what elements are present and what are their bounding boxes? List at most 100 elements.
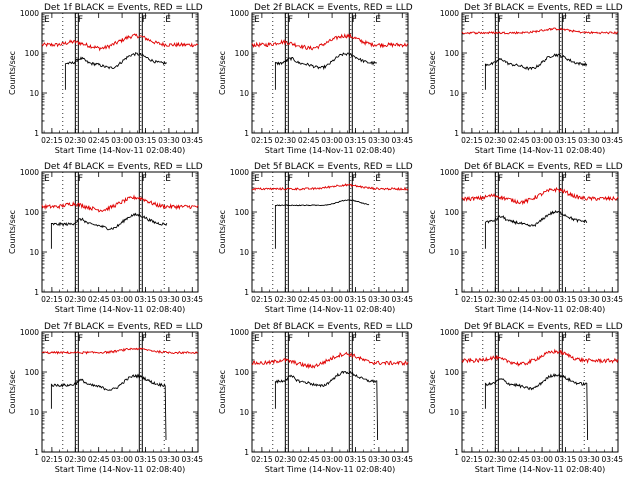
x-tick-label: 03:45	[181, 455, 203, 464]
detector-panel-6: Det 6f BLACK = Events, RED = LLD 1 10 100 10…	[428, 162, 623, 314]
x-tick-label: 03:45	[601, 136, 623, 145]
y-tick-label: 100	[25, 49, 40, 58]
attenuator-label: E	[44, 15, 50, 25]
x-tick-label: 03:15	[345, 455, 367, 464]
y-tick-label: 1000	[230, 328, 249, 337]
events-series-line	[274, 52, 378, 90]
y-axis-label: Counts/sec	[8, 51, 17, 95]
x-tick-label: 02:45	[88, 136, 110, 145]
attenuator-label: F	[498, 15, 503, 25]
attenuator-label: F	[142, 334, 147, 344]
detector-panel-2: Det 2f BLACK = Events, RED = LLD 1 10 100 10…	[218, 3, 413, 155]
x-tick-label: 02:30	[484, 295, 506, 304]
panel-title: Det 3f BLACK = Events, RED = LLD	[464, 3, 623, 13]
y-tick-label: 1	[34, 288, 39, 297]
y-tick-label: 1000	[440, 328, 459, 337]
y-axis-label: Counts/sec	[218, 210, 227, 254]
x-tick-label: 02:15	[461, 295, 483, 304]
y-tick-label: 100	[25, 208, 40, 217]
detector-panel-4: Det 4f BLACK = Events, RED = LLD 1 10 100 10…	[8, 162, 203, 314]
events-series-line	[64, 52, 168, 90]
x-tick-label: 03:45	[601, 455, 623, 464]
y-tick-label: 10	[29, 89, 39, 98]
x-tick-label: 02:45	[508, 136, 530, 145]
x-tick-label: 02:45	[298, 136, 320, 145]
x-tick-label: 02:45	[88, 455, 110, 464]
x-axis-label: Start Time (14-Nov-11 02:08:40)	[475, 305, 605, 314]
y-tick-label: 10	[239, 408, 249, 417]
attenuator-label: E	[375, 15, 381, 25]
x-tick-label: 03:30	[368, 136, 390, 145]
panel-title: Det 8f BLACK = Events, RED = LLD	[254, 322, 413, 332]
y-axis-label: Counts/sec	[428, 370, 437, 414]
y-axis-label: Counts/sec	[428, 210, 437, 254]
y-tick-label: 100	[235, 368, 250, 377]
x-tick-label: 02:15	[461, 455, 483, 464]
y-tick-label: 1000	[20, 9, 39, 18]
x-tick-label: 03:00	[321, 136, 343, 145]
y-tick-label: 1	[34, 448, 39, 457]
attenuator-label: E	[464, 334, 470, 344]
events-series-line	[50, 373, 167, 441]
x-tick-label: 03:15	[345, 295, 367, 304]
y-tick-label: 100	[235, 49, 250, 58]
y-tick-label: 1000	[440, 9, 459, 18]
lld-series-line	[461, 27, 619, 35]
events-series-line	[274, 199, 370, 249]
y-axis-label: Counts/sec	[8, 210, 17, 254]
detector-panel-9: Det 9f BLACK = Events, RED = LLD 1 10 100 10…	[428, 322, 623, 474]
x-tick-label: 02:30	[64, 295, 86, 304]
lld-series-line	[41, 194, 199, 213]
x-tick-label: 02:45	[508, 455, 530, 464]
lld-series-line	[41, 33, 199, 52]
y-tick-label: 1000	[440, 168, 459, 177]
x-tick-label: 03:00	[531, 455, 553, 464]
x-tick-label: 02:15	[41, 295, 63, 304]
events-series-line	[50, 212, 168, 249]
panel-title: Det 5f BLACK = Events, RED = LLD	[254, 162, 413, 172]
y-tick-label: 1000	[230, 9, 249, 18]
x-tick-label: 02:30	[274, 455, 296, 464]
panel-title: Det 9f BLACK = Events, RED = LLD	[464, 322, 623, 332]
x-tick-label: 03:30	[158, 455, 180, 464]
attenuator-label: F	[288, 334, 293, 344]
attenuator-label: F	[288, 174, 293, 184]
attenuator-label: E	[375, 174, 381, 184]
detector-panel-8: Det 8f BLACK = Events, RED = LLD 1 10 100 10…	[218, 322, 413, 474]
x-tick-label: 02:45	[508, 295, 530, 304]
x-tick-label: 03:45	[181, 136, 203, 145]
detector-panel-3: Det 3f BLACK = Events, RED = LLD 1 10 100 10…	[428, 3, 623, 155]
x-tick-label: 02:15	[41, 136, 63, 145]
x-tick-label: 03:30	[158, 295, 180, 304]
y-tick-label: 1	[244, 129, 249, 138]
x-tick-label: 03:15	[555, 455, 577, 464]
x-tick-label: 02:45	[298, 455, 320, 464]
x-tick-label: 03:00	[111, 136, 133, 145]
y-tick-label: 10	[449, 89, 459, 98]
attenuator-label: E	[375, 334, 381, 344]
y-tick-label: 1	[244, 288, 249, 297]
detector-panel-1: Det 1f BLACK = Events, RED = LLD 1 10 100 10…	[8, 3, 203, 155]
y-axis-label: Counts/sec	[8, 370, 17, 414]
events-series-line	[484, 53, 588, 90]
x-tick-label: 02:15	[251, 295, 273, 304]
x-axis-label: Start Time (14-Nov-11 02:08:40)	[475, 146, 605, 155]
y-axis-label: Counts/sec	[218, 370, 227, 414]
events-series-line	[274, 370, 379, 441]
attenuator-label: E	[464, 15, 470, 25]
attenuator-label: E	[254, 174, 260, 184]
x-tick-label: 02:15	[461, 136, 483, 145]
x-tick-label: 03:30	[368, 455, 390, 464]
detector-panel-5: Det 5f BLACK = Events, RED = LLD 1 10 100 10…	[218, 162, 413, 314]
x-tick-label: 03:15	[555, 295, 577, 304]
x-tick-label: 02:30	[484, 136, 506, 145]
x-tick-label: 03:15	[135, 295, 157, 304]
x-tick-label: 02:45	[88, 295, 110, 304]
plot-frame	[251, 12, 409, 134]
x-tick-label: 03:00	[321, 455, 343, 464]
lld-series-line	[461, 348, 619, 367]
panel-title: Det 4f BLACK = Events, RED = LLD	[44, 162, 203, 172]
plot-frame	[251, 331, 409, 453]
x-tick-label: 03:00	[531, 295, 553, 304]
lld-series-line	[252, 183, 409, 191]
